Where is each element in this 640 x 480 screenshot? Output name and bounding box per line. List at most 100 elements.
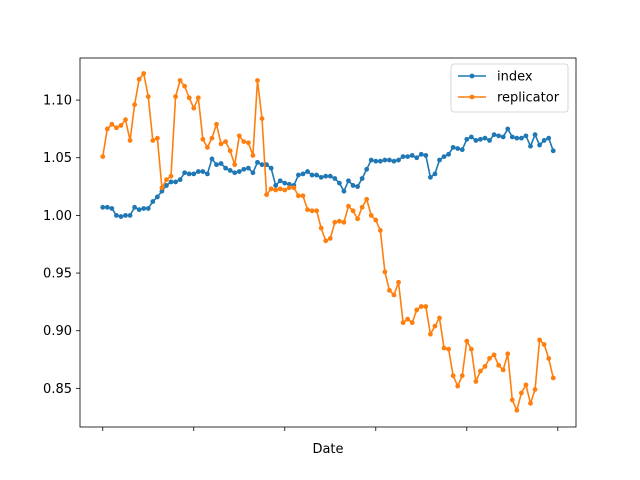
data-point-replicator bbox=[200, 136, 206, 142]
data-point-replicator bbox=[159, 185, 165, 191]
data-point-replicator bbox=[441, 345, 447, 351]
data-point-replicator bbox=[537, 337, 542, 343]
data-point-index bbox=[182, 170, 188, 176]
data-point-replicator bbox=[437, 315, 442, 321]
data-point-replicator bbox=[127, 138, 133, 143]
data-point-replicator bbox=[173, 94, 178, 100]
data-point-index bbox=[132, 204, 138, 210]
data-point-index bbox=[314, 172, 320, 178]
data-point-index bbox=[236, 169, 242, 174]
x-axis-ticks bbox=[102, 427, 559, 431]
data-point-index bbox=[145, 206, 151, 211]
data-point-replicator bbox=[277, 186, 283, 192]
data-point-replicator bbox=[341, 219, 347, 225]
data-point-index bbox=[136, 207, 142, 213]
data-point-replicator bbox=[118, 123, 124, 128]
data-point-replicator bbox=[154, 135, 160, 141]
data-point-index bbox=[259, 162, 265, 168]
data-point-replicator bbox=[409, 320, 415, 326]
data-point-replicator bbox=[496, 362, 502, 368]
data-point-replicator bbox=[373, 217, 379, 223]
data-point-index bbox=[173, 179, 178, 185]
data-point-replicator bbox=[514, 407, 520, 413]
legend: index replicator bbox=[450, 63, 569, 113]
data-point-replicator bbox=[446, 346, 451, 352]
data-point-replicator bbox=[405, 316, 411, 322]
data-point-replicator bbox=[300, 193, 306, 199]
data-point-index bbox=[418, 151, 424, 157]
data-point-replicator bbox=[350, 208, 356, 214]
data-point-index bbox=[441, 154, 447, 159]
data-point-index bbox=[523, 133, 529, 139]
data-point-index bbox=[318, 174, 324, 180]
data-point-index bbox=[177, 177, 183, 183]
data-point-replicator bbox=[532, 387, 538, 392]
data-point-index bbox=[528, 143, 533, 149]
data-point-index bbox=[414, 155, 420, 161]
data-point-index bbox=[473, 138, 479, 143]
data-point-replicator bbox=[382, 269, 388, 275]
data-point-index bbox=[277, 178, 283, 184]
data-point-index bbox=[336, 180, 342, 186]
data-point-index bbox=[505, 126, 511, 132]
data-point-index bbox=[200, 169, 206, 174]
data-point-index bbox=[154, 194, 160, 200]
series-replicator bbox=[100, 71, 556, 413]
data-point-replicator bbox=[209, 135, 215, 141]
data-point-replicator bbox=[259, 116, 265, 121]
plot-frame bbox=[79, 57, 577, 428]
plot-background bbox=[80, 58, 576, 427]
data-point-index bbox=[359, 176, 365, 181]
data-point-index bbox=[455, 146, 461, 151]
data-point-index bbox=[186, 171, 192, 177]
legend-entry-index: index bbox=[458, 70, 533, 85]
data-point-replicator bbox=[150, 138, 156, 143]
data-point-index bbox=[546, 135, 552, 141]
data-point-index bbox=[437, 157, 442, 163]
data-point-replicator bbox=[141, 71, 147, 76]
data-point-replicator bbox=[487, 355, 492, 361]
data-point-replicator bbox=[509, 397, 515, 403]
data-point-index bbox=[355, 184, 360, 189]
data-point-replicator bbox=[327, 236, 333, 241]
data-point-replicator bbox=[464, 338, 470, 344]
data-point-replicator bbox=[104, 126, 110, 132]
data-point-index bbox=[300, 171, 306, 177]
legend-entry-replicator: replicator bbox=[458, 91, 560, 106]
data-point-index bbox=[164, 183, 169, 188]
data-point-replicator bbox=[291, 185, 297, 191]
data-point-index bbox=[409, 153, 415, 158]
data-point-replicator bbox=[491, 352, 497, 358]
data-point-replicator bbox=[359, 204, 365, 210]
y-tick-label: 0.90 bbox=[43, 324, 72, 339]
data-point-index bbox=[550, 148, 556, 154]
data-point-index bbox=[423, 153, 429, 158]
data-point-index bbox=[191, 171, 197, 177]
data-point-replicator bbox=[528, 400, 533, 406]
data-point-replicator bbox=[186, 95, 192, 101]
data-point-replicator bbox=[455, 383, 461, 389]
data-point-index bbox=[327, 173, 333, 179]
data-point-replicator bbox=[245, 140, 251, 146]
data-point-replicator bbox=[541, 342, 547, 347]
data-point-index bbox=[518, 135, 524, 141]
data-point-index bbox=[323, 173, 329, 179]
data-point-index bbox=[509, 134, 515, 140]
data-point-replicator bbox=[264, 192, 269, 198]
data-point-index bbox=[373, 158, 379, 164]
data-point-index bbox=[214, 162, 219, 168]
data-point-replicator bbox=[323, 238, 329, 244]
data-point-index bbox=[114, 213, 119, 218]
data-point-replicator bbox=[273, 187, 279, 193]
data-point-replicator bbox=[387, 287, 392, 293]
data-point-replicator bbox=[377, 227, 383, 233]
data-point-index bbox=[459, 147, 465, 153]
data-point-replicator bbox=[100, 154, 106, 159]
data-point-index bbox=[532, 132, 538, 138]
data-point-replicator bbox=[232, 162, 238, 168]
legend-marker-index bbox=[469, 73, 475, 79]
data-point-replicator bbox=[236, 133, 242, 139]
data-point-replicator bbox=[241, 139, 247, 145]
data-point-index bbox=[482, 135, 488, 141]
